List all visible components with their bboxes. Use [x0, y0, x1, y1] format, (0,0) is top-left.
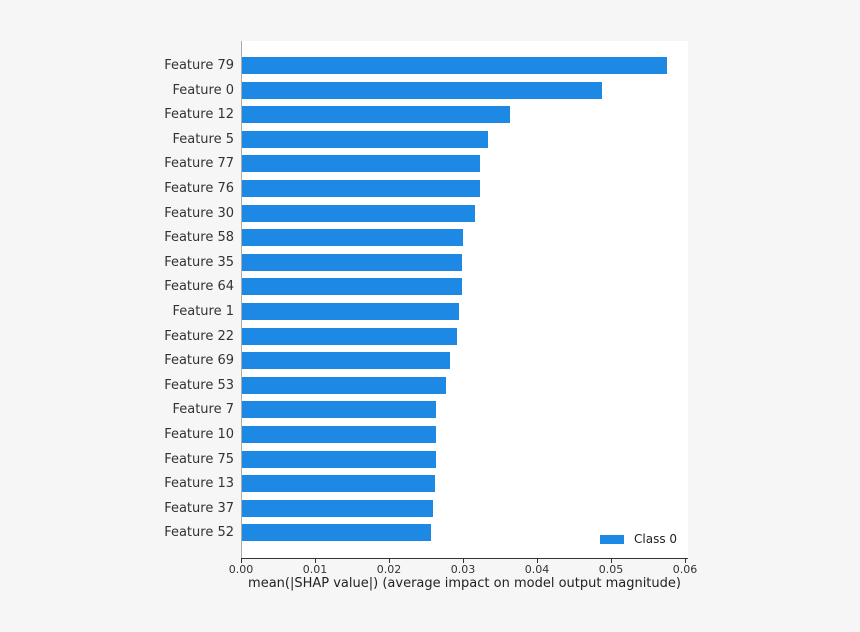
y-tick-label: Feature 76 [164, 181, 234, 196]
y-tick-label: Feature 37 [164, 500, 234, 516]
y-tick-label: Feature 75 [164, 451, 234, 467]
bar [242, 426, 437, 443]
legend-swatch [600, 534, 624, 544]
bar [242, 204, 475, 222]
y-tick-label: Feature 22 [164, 328, 234, 344]
bar [242, 303, 460, 320]
bar [242, 499, 433, 517]
x-tick [463, 559, 464, 563]
bar [242, 376, 446, 394]
x-tick [315, 559, 316, 563]
x-axis-line [241, 558, 688, 559]
bar [242, 401, 437, 419]
x-tick-label: 0.02 [376, 563, 402, 576]
y-axis-line [241, 41, 242, 558]
x-tick [241, 559, 242, 563]
y-tick-label: Feature 30 [164, 205, 234, 221]
bar [242, 475, 435, 493]
bar [242, 450, 437, 468]
y-tick-label: Feature 12 [164, 107, 234, 123]
x-tick [685, 559, 686, 563]
x-tick [389, 559, 390, 563]
legend-label: Class 0 [634, 532, 678, 546]
x-axis-label: mean(|SHAP value|) (average impact on mo… [248, 576, 681, 591]
x-tick [611, 559, 612, 563]
y-tick-label: Feature 7 [172, 402, 234, 418]
y-tick-label: Feature 1 [172, 304, 234, 319]
bar [242, 253, 463, 271]
x-tick-label: 0.00 [228, 563, 254, 576]
y-tick-label: Feature 52 [164, 525, 234, 541]
bar [242, 524, 432, 542]
bar [242, 327, 458, 345]
bar [242, 106, 511, 124]
bar [242, 278, 463, 296]
y-tick-label: Feature 5 [172, 131, 234, 147]
bar [242, 229, 463, 247]
y-tick-label: Feature 13 [164, 476, 234, 492]
y-tick-label: Feature 58 [164, 230, 234, 246]
y-tick-label: Feature 79 [164, 58, 234, 73]
x-tick-label: 0.01 [302, 563, 328, 576]
y-tick-label: Feature 77 [164, 156, 234, 172]
bar [242, 130, 489, 148]
bar [242, 57, 668, 74]
bar [242, 81, 603, 99]
bar [242, 352, 451, 370]
x-tick-label: 0.04 [524, 563, 550, 576]
legend: Class 0 [600, 532, 677, 546]
x-tick-label: 0.06 [672, 563, 698, 576]
y-tick-label: Feature 64 [164, 279, 234, 295]
x-tick [537, 559, 538, 563]
y-tick-label: Feature 53 [164, 377, 234, 393]
y-tick-label: Feature 10 [164, 427, 234, 442]
bar [242, 180, 481, 197]
bar [242, 155, 481, 173]
y-tick-label: Feature 35 [164, 254, 234, 270]
plot-area [241, 41, 688, 558]
x-tick-label: 0.05 [598, 563, 624, 576]
x-tick-label: 0.03 [450, 563, 476, 576]
y-tick-label: Feature 0 [172, 82, 234, 98]
y-tick-label: Feature 69 [164, 353, 234, 369]
